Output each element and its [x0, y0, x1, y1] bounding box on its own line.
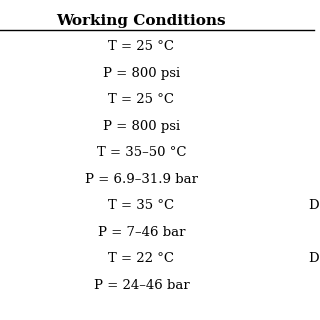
Text: T = 25 °C: T = 25 °C [108, 93, 174, 106]
Text: T = 35 °C: T = 35 °C [108, 199, 174, 212]
Text: P = 6.9–31.9 bar: P = 6.9–31.9 bar [85, 173, 198, 186]
Text: D: D [308, 252, 319, 266]
Text: T = 35–50 °C: T = 35–50 °C [97, 146, 186, 159]
Text: P = 24–46 bar: P = 24–46 bar [93, 279, 189, 292]
Text: P = 800 psi: P = 800 psi [103, 67, 180, 80]
Text: T = 22 °C: T = 22 °C [108, 252, 174, 266]
Text: P = 800 psi: P = 800 psi [103, 120, 180, 133]
Text: T = 25 °C: T = 25 °C [108, 40, 174, 53]
Text: P = 7–46 bar: P = 7–46 bar [98, 226, 185, 239]
Text: Working Conditions: Working Conditions [57, 14, 226, 28]
Text: D: D [308, 199, 319, 212]
